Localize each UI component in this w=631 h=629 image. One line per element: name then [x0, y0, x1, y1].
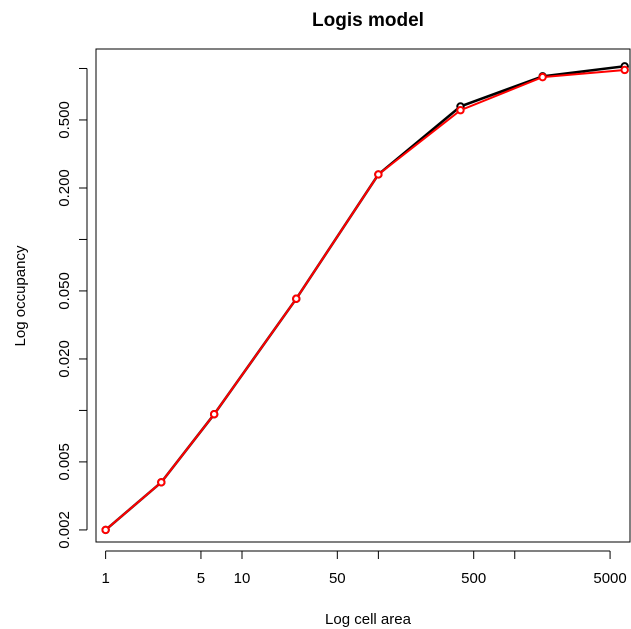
x-axis-label: Log cell area: [325, 611, 412, 628]
series-2-point: [620, 65, 629, 75]
series-2-line: [104, 69, 625, 531]
series-2-point: [456, 106, 465, 115]
x-tick-label: 10: [234, 570, 251, 587]
series-2-point: [209, 410, 219, 419]
x-axis: 1 5 10 50 500 5000: [101, 550, 627, 587]
y-tick-label: 0.020: [56, 340, 73, 378]
y-tick-label: 0.200: [56, 169, 73, 207]
x-tick-label: 500: [461, 570, 486, 587]
x-tick-label: 50: [329, 570, 346, 587]
chart-title: Logis model: [312, 10, 424, 31]
y-axis: 0.002 0.005 0.020 0.050 0.200 0.500: [56, 67, 88, 549]
series-2-point: [157, 478, 166, 487]
series-2-point: [292, 294, 301, 303]
y-tick-label: 0.002: [56, 511, 73, 549]
series-2-point: [374, 170, 383, 179]
x-tick-label: 5: [197, 570, 205, 587]
x-tick-label: 5000: [593, 570, 626, 587]
y-axis-label: Log occupancy: [12, 245, 29, 346]
series-2-point: [101, 525, 110, 535]
y-tick-label: 0.005: [56, 443, 73, 481]
series-points: [101, 62, 629, 535]
series-1-line: [104, 65, 625, 531]
plot-frame: [95, 48, 631, 543]
y-tick-label: 0.500: [56, 101, 73, 139]
series-lines: [104, 65, 625, 531]
series-2-point: [538, 72, 547, 82]
x-tick-label: 1: [101, 570, 109, 587]
y-tick-label: 0.050: [56, 272, 73, 310]
